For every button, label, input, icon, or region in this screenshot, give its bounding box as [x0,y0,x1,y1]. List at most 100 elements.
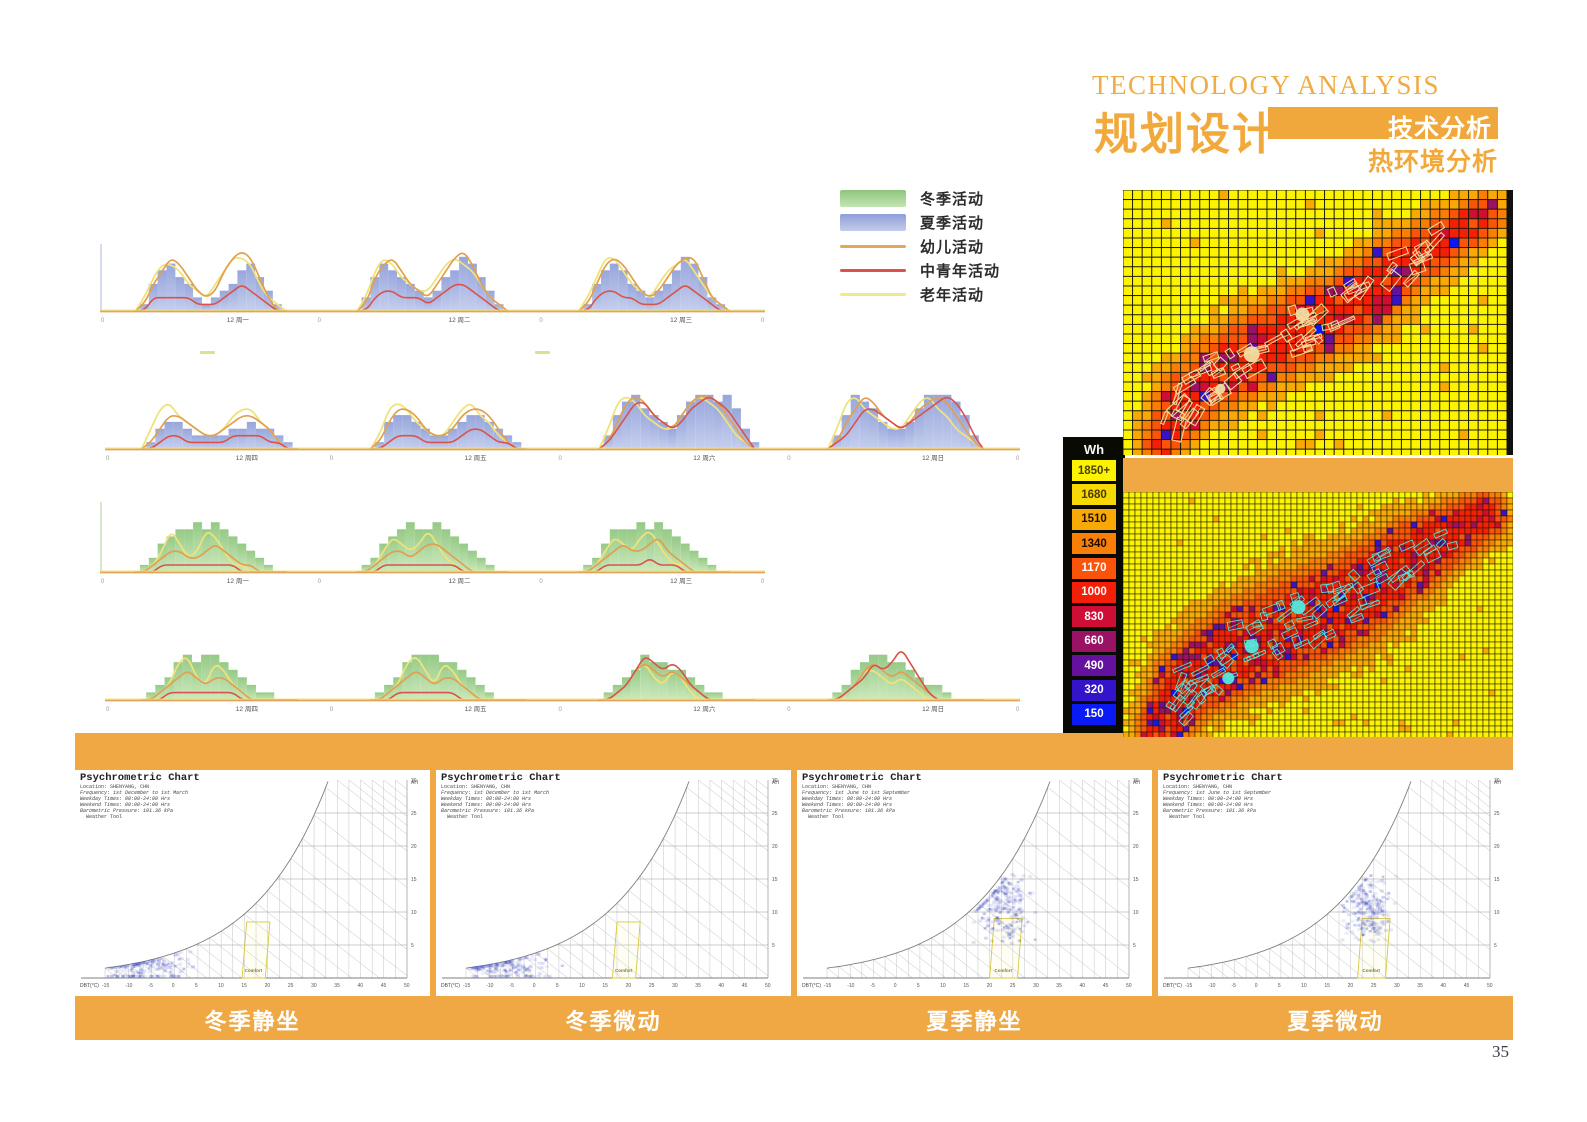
comfort-zone [241,921,271,979]
legend-label: 幼儿活动 [920,238,985,256]
x-axis-tick: 40 [358,983,364,989]
radiation-scale-legend: Wh 1850+ 1680 1510 1340 1170 1000 830 660 490 320… [1063,437,1125,736]
x-axis-tick: 35 [1417,983,1423,989]
x-axis-tick: -10 [125,983,132,989]
y-axis-tick: 25 [1133,811,1139,817]
x-axis-day-label: 12 周一 [227,316,250,324]
y-axis-tick: 30 [772,778,778,784]
psychrometric-chart-panel: DBT(°C) -15 -10 -5 0 5 10 15 20 25 30 35 40 45 50 5 10 15… [436,770,791,996]
legend-item: 中青年活动 [840,258,1030,282]
y-axis-tick: 25 [1494,811,1500,817]
x-axis-tick: 45 [1464,983,1470,989]
x-axis-tick: 50 [1487,983,1493,989]
section-tab-bar: 技术分析 [1268,107,1498,143]
activity-chart: 12 周二 [356,252,509,324]
y-axis-tick: 10 [1494,910,1500,916]
x-axis-zero-tick: 0 [559,456,563,462]
y-axis-label: AH [411,780,418,786]
x-axis-tick: 50 [1126,983,1132,989]
legend-label: 老年活动 [920,286,985,304]
chart-caption: 冬季微动 [565,1009,662,1034]
x-axis-tick: 10 [940,983,946,989]
radiation-scale-row: 1170 [1072,557,1116,579]
radiation-scale-row: 1680 [1072,484,1116,506]
x-axis-zero-tick: 0 [559,707,563,713]
x-axis-tick: 40 [1441,983,1447,989]
x-axis-zero-tick: 0 [101,318,105,324]
y-axis-tick: 15 [1494,877,1500,883]
x-axis-tick: 25 [1010,983,1016,989]
legend-label: 夏季活动 [920,214,985,232]
activity-chart: 12 周六 [598,654,756,713]
x-axis-day-label: 12 周日 [922,454,944,462]
comfort-zone [611,921,641,979]
x-axis-tick: 5 [195,983,198,989]
y-axis-tick: 25 [772,811,778,817]
page-kicker: TECHNOLOGY ANALYSIS [1092,70,1441,100]
x-axis-tick: -15 [102,983,109,989]
chart-caption: 冬季静坐 [204,1009,301,1034]
x-axis-zero-tick: 0 [106,707,110,713]
x-axis-zero-tick: 0 [330,456,334,462]
comfort-zone-label: Comfort [1363,968,1381,973]
y-axis-tick: 10 [411,910,417,916]
y-axis-tick: 20 [1494,844,1500,850]
activity-chart: 12 周二 [356,522,509,585]
x-axis-tick: 15 [1324,983,1330,989]
x-axis-zero-tick: 0 [1016,456,1020,462]
x-axis-day-label: 12 周四 [236,454,258,462]
activity-chart-row: 12 周一 12 周二 12 周三 0 0 0 0 [100,502,765,585]
chart-caption: 夏季微动 [1287,1009,1384,1034]
radiation-scale-row: 830 [1072,606,1116,628]
y-axis-tick: 15 [1133,877,1139,883]
x-axis-day-label: 12 周一 [227,577,250,585]
x-axis-day-label: 12 周三 [670,577,693,585]
x-axis-tick: 50 [404,983,410,989]
x-axis-tick: 30 [1033,983,1039,989]
x-axis-day-label: 12 周六 [693,453,716,462]
x-axis-tick: -15 [463,983,470,989]
activity-chart: 12 周五 [369,654,527,713]
activity-chart-row: 12 周四 12 周五 12 周六 12 周日 0 0 0 0 0 [105,394,1020,462]
activity-chart: 12 周日 [827,651,985,713]
radiation-scale-row: 1340 [1072,533,1116,555]
x-axis-tick: 25 [649,983,655,989]
psychrometric-band: DBT(°C) -15 -10 -5 0 5 10 15 20 25 30 35 40 45 50 5 10 15… [75,733,1513,1040]
row-divider-dash [535,351,550,354]
y-axis-tick: 25 [411,811,417,817]
radiation-scale-row: 1000 [1072,581,1116,603]
activity-chart: 12 周六 [598,394,760,462]
activity-chart: 12 周一 [134,522,288,585]
x-axis-tick: -5 [148,983,153,989]
x-axis-tick: -10 [847,983,854,989]
psychrometric-chart-panel: DBT(°C) -15 -10 -5 0 5 10 15 20 25 30 35 40 45 50 5 10 15… [75,770,430,996]
x-axis-tick: 35 [695,983,701,989]
x-axis-tick: 45 [742,983,748,989]
section-tab-label: 技术分析 [1387,115,1492,143]
activity-chart: 12 周一 [134,252,288,324]
comfort-zone-label: Comfort [615,968,633,973]
x-axis-tick: -5 [509,983,514,989]
x-axis-tick: -15 [1185,983,1192,989]
x-axis-zero-tick: 0 [318,579,322,585]
x-axis-day-label: 12 周四 [236,705,258,713]
x-axis-zero-tick: 0 [1016,707,1020,713]
y-axis-tick: 30 [1494,778,1500,784]
activity-legend: 冬季活动 夏季活动 幼儿活动 中青年活动 老年活动 [840,186,1030,306]
activity-chart: 12 周四 [140,654,298,713]
y-axis-tick: 15 [411,877,417,883]
row-divider-dash [200,351,215,354]
x-axis-zero-tick: 0 [539,579,543,585]
x-axis-day-label: 12 周六 [693,704,716,713]
x-axis-tick: 10 [579,983,585,989]
x-axis-tick: 15 [963,983,969,989]
x-axis-tick: 5 [917,983,920,989]
legend-swatch-line [840,244,906,248]
y-axis-tick: 30 [411,778,417,784]
x-axis-tick: 45 [381,983,387,989]
x-axis-tick: 0 [533,983,536,989]
x-axis-tick: 5 [1278,983,1281,989]
x-axis-label: DBT(°C) [802,983,821,989]
x-axis-tick: 40 [719,983,725,989]
